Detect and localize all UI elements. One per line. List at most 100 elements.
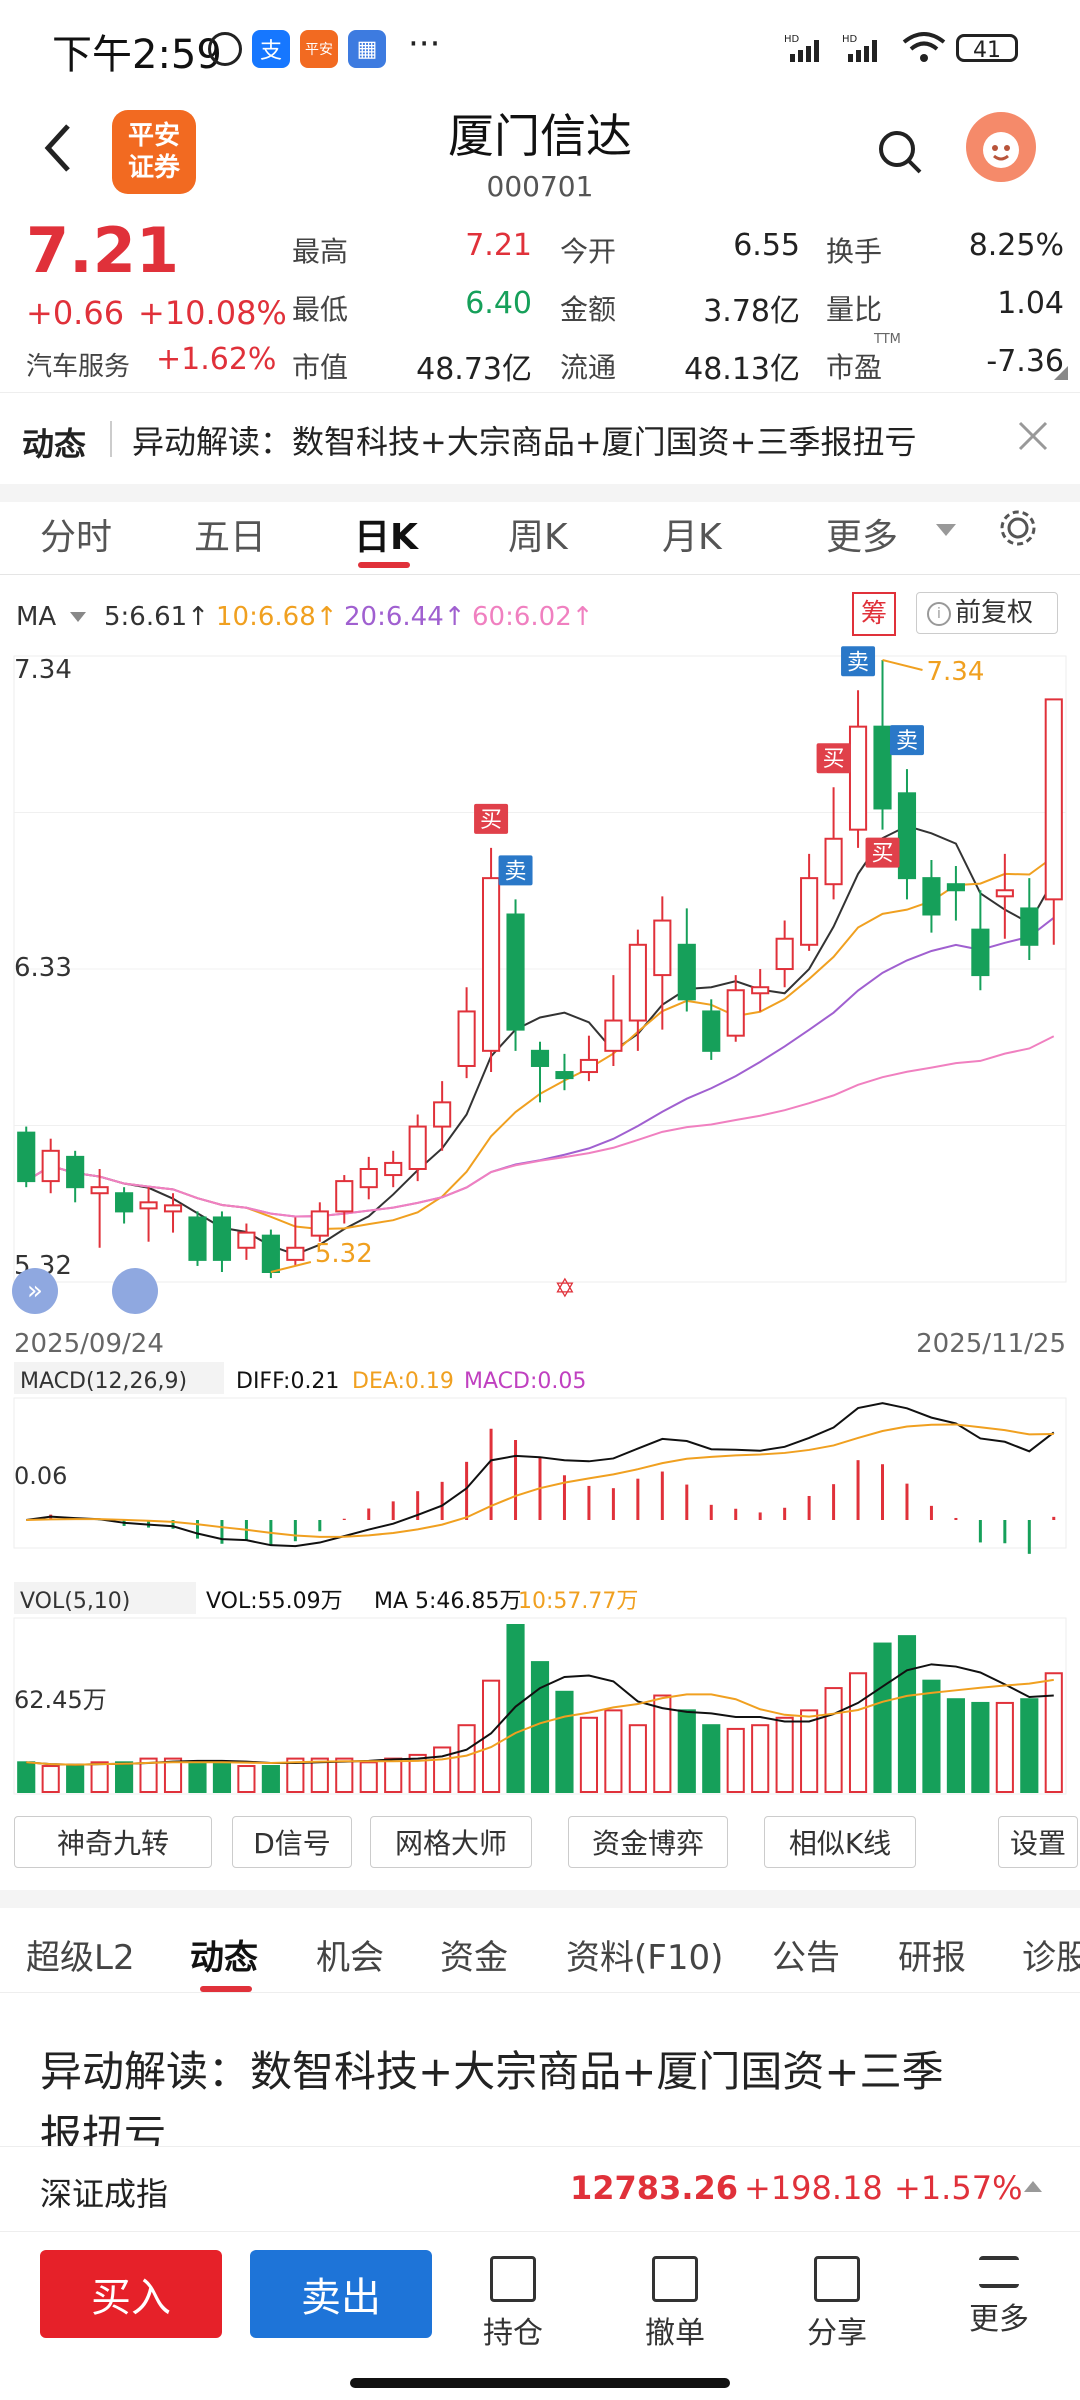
tool-button[interactable]: D信号 <box>232 1816 352 1868</box>
nav-cancel-label: 撤单 <box>645 2316 705 2351</box>
index-pct: +1.57% <box>894 2169 1023 2207</box>
tool-button[interactable]: 相似K线 <box>764 1816 916 1868</box>
nav-share[interactable]: 分享 <box>782 2256 892 2352</box>
vol-ma10: 10:57.77万 <box>518 1589 638 1614</box>
feature-tab[interactable]: 研报 <box>898 1938 966 1978</box>
candle-body <box>1044 698 1063 901</box>
tool-button[interactable]: 神奇九转 <box>14 1816 212 1868</box>
fullscreen-icon[interactable] <box>112 1268 158 1314</box>
chart-tab[interactable]: 更多 <box>826 517 899 558</box>
feature-tab[interactable]: 诊股 <box>1022 1938 1080 1978</box>
volume-bar <box>1044 1672 1063 1793</box>
ma-legend-item: 10:6.68↑ <box>216 602 338 632</box>
feature-tab[interactable]: 超级L2 <box>26 1938 135 1978</box>
candle-body <box>481 877 501 1052</box>
expand-corner-icon[interactable] <box>1054 366 1068 380</box>
index-name: 深证成指 <box>40 2175 169 2213</box>
article-title[interactable]: 异动解读：数智科技+大宗商品+厦门国资+三季报扭亏 <box>40 2047 944 2146</box>
macd-diff: DIFF:0.21 <box>236 1369 339 1394</box>
active-feature-indicator <box>200 1986 252 1992</box>
volume-bar <box>286 1757 305 1793</box>
quote-field-label: 最高 <box>292 235 349 268</box>
buy-button[interactable]: 买入 <box>40 2250 222 2338</box>
section-gap <box>0 1890 1080 1908</box>
nav-more-label: 更多 <box>969 2302 1029 2337</box>
feature-tab[interactable]: 动态 <box>190 1938 258 1978</box>
ma-dropdown-icon[interactable] <box>70 612 86 622</box>
quote-field-value: 6.40 <box>465 286 532 321</box>
feature-tab[interactable]: 资金 <box>440 1938 508 1978</box>
feature-tab[interactable]: 公告 <box>772 1938 840 1978</box>
battery-icon: 41 <box>956 34 1018 63</box>
candle-body <box>775 937 794 971</box>
sector-name[interactable]: 汽车服务 <box>26 352 131 382</box>
sell-button[interactable]: 卖出 <box>250 2250 432 2338</box>
settings-gear-icon[interactable] <box>998 508 1038 552</box>
close-icon[interactable] <box>1016 419 1050 457</box>
svg-text:HD: HD <box>842 34 858 45</box>
feature-tab[interactable]: 机会 <box>316 1938 384 1978</box>
buy-signal-label: 买 <box>480 808 502 833</box>
chart-tab[interactable]: 分时 <box>40 517 113 558</box>
news-bar[interactable]: 动态 异动解读：数智科技+大宗商品+厦门国资+三季报扭亏 <box>0 392 1080 485</box>
volume-bar <box>922 1679 941 1793</box>
volume-bar <box>751 1724 770 1793</box>
candle-body <box>726 989 745 1037</box>
low-marker-line <box>270 1261 312 1273</box>
quote-field-label: 今开 <box>560 235 617 268</box>
stock-code: 000701 <box>486 170 594 203</box>
sector-pct[interactable]: +1.62% <box>156 342 277 377</box>
candle-body <box>17 1131 36 1183</box>
nav-cancel[interactable]: 撤单 <box>620 2256 730 2352</box>
chart-tab[interactable]: 日K <box>354 517 418 558</box>
feature-tab[interactable]: 资料(F10) <box>566 1938 724 1978</box>
collapse-icon[interactable]: » <box>12 1268 58 1314</box>
volume-bar <box>310 1757 329 1793</box>
dropdown-caret-icon[interactable] <box>936 524 956 536</box>
high-marker-line <box>882 659 923 671</box>
candle-body <box>946 883 965 892</box>
tool-button[interactable]: 网格大师 <box>370 1816 532 1868</box>
chip-button[interactable]: 筹 <box>852 592 896 636</box>
candle-body <box>628 943 647 1022</box>
candle-body <box>261 1234 280 1273</box>
expand-up-icon[interactable] <box>1024 2181 1042 2192</box>
ma-label[interactable]: MA <box>16 602 57 632</box>
candle-body <box>506 913 525 1031</box>
back-icon[interactable] <box>38 118 78 178</box>
status-bar: 下午2:59 支 平安 ▦ ··· HD HD 41 <box>0 0 1080 95</box>
section-gap <box>0 484 1080 502</box>
chart-tab[interactable]: 月K <box>662 517 722 558</box>
adjust-button[interactable]: i 前复权 <box>916 592 1058 634</box>
news-text[interactable]: 异动解读：数智科技+大宗商品+厦门国资+三季报扭亏 <box>132 423 917 461</box>
price-change: +0.66 <box>26 294 125 332</box>
candle-body <box>922 877 941 916</box>
search-icon[interactable] <box>876 128 924 180</box>
volume-bar <box>628 1724 647 1793</box>
quote-field-label: 量比 <box>826 293 883 326</box>
nav-more[interactable]: 更多 <box>944 2256 1054 2338</box>
volume-bar <box>555 1690 574 1794</box>
volume-bar <box>506 1624 525 1793</box>
index-bar[interactable]: 深证成指 12783.26 +198.18 +1.57% <box>0 2146 1080 2232</box>
candle-body <box>751 986 770 995</box>
quote-field-label: 换手 <box>826 235 883 268</box>
chart-tab[interactable]: 周K <box>508 517 568 558</box>
avatar[interactable] <box>966 112 1036 182</box>
vol-frame <box>13 1617 1067 1795</box>
price-change-pct: +10.08% <box>138 294 287 332</box>
event-star-icon[interactable]: ✡ <box>554 1274 576 1304</box>
nav-holdings[interactable]: 持仓 <box>458 2256 568 2352</box>
quote-field-value: 3.78亿 <box>703 294 800 329</box>
chart-tab[interactable]: 五日 <box>194 517 267 558</box>
quote-field-value: 7.21 <box>465 228 532 263</box>
tool-button[interactable]: 资金博弈 <box>568 1816 728 1868</box>
volume-bar <box>848 1672 868 1793</box>
more-dots: ··· <box>408 24 441 64</box>
sell-signal-badge <box>889 725 924 756</box>
tool-button[interactable]: 设置 <box>998 1816 1078 1868</box>
volume-bar <box>90 1761 109 1794</box>
candle-body <box>163 1204 183 1213</box>
volume-bar <box>873 1642 892 1793</box>
